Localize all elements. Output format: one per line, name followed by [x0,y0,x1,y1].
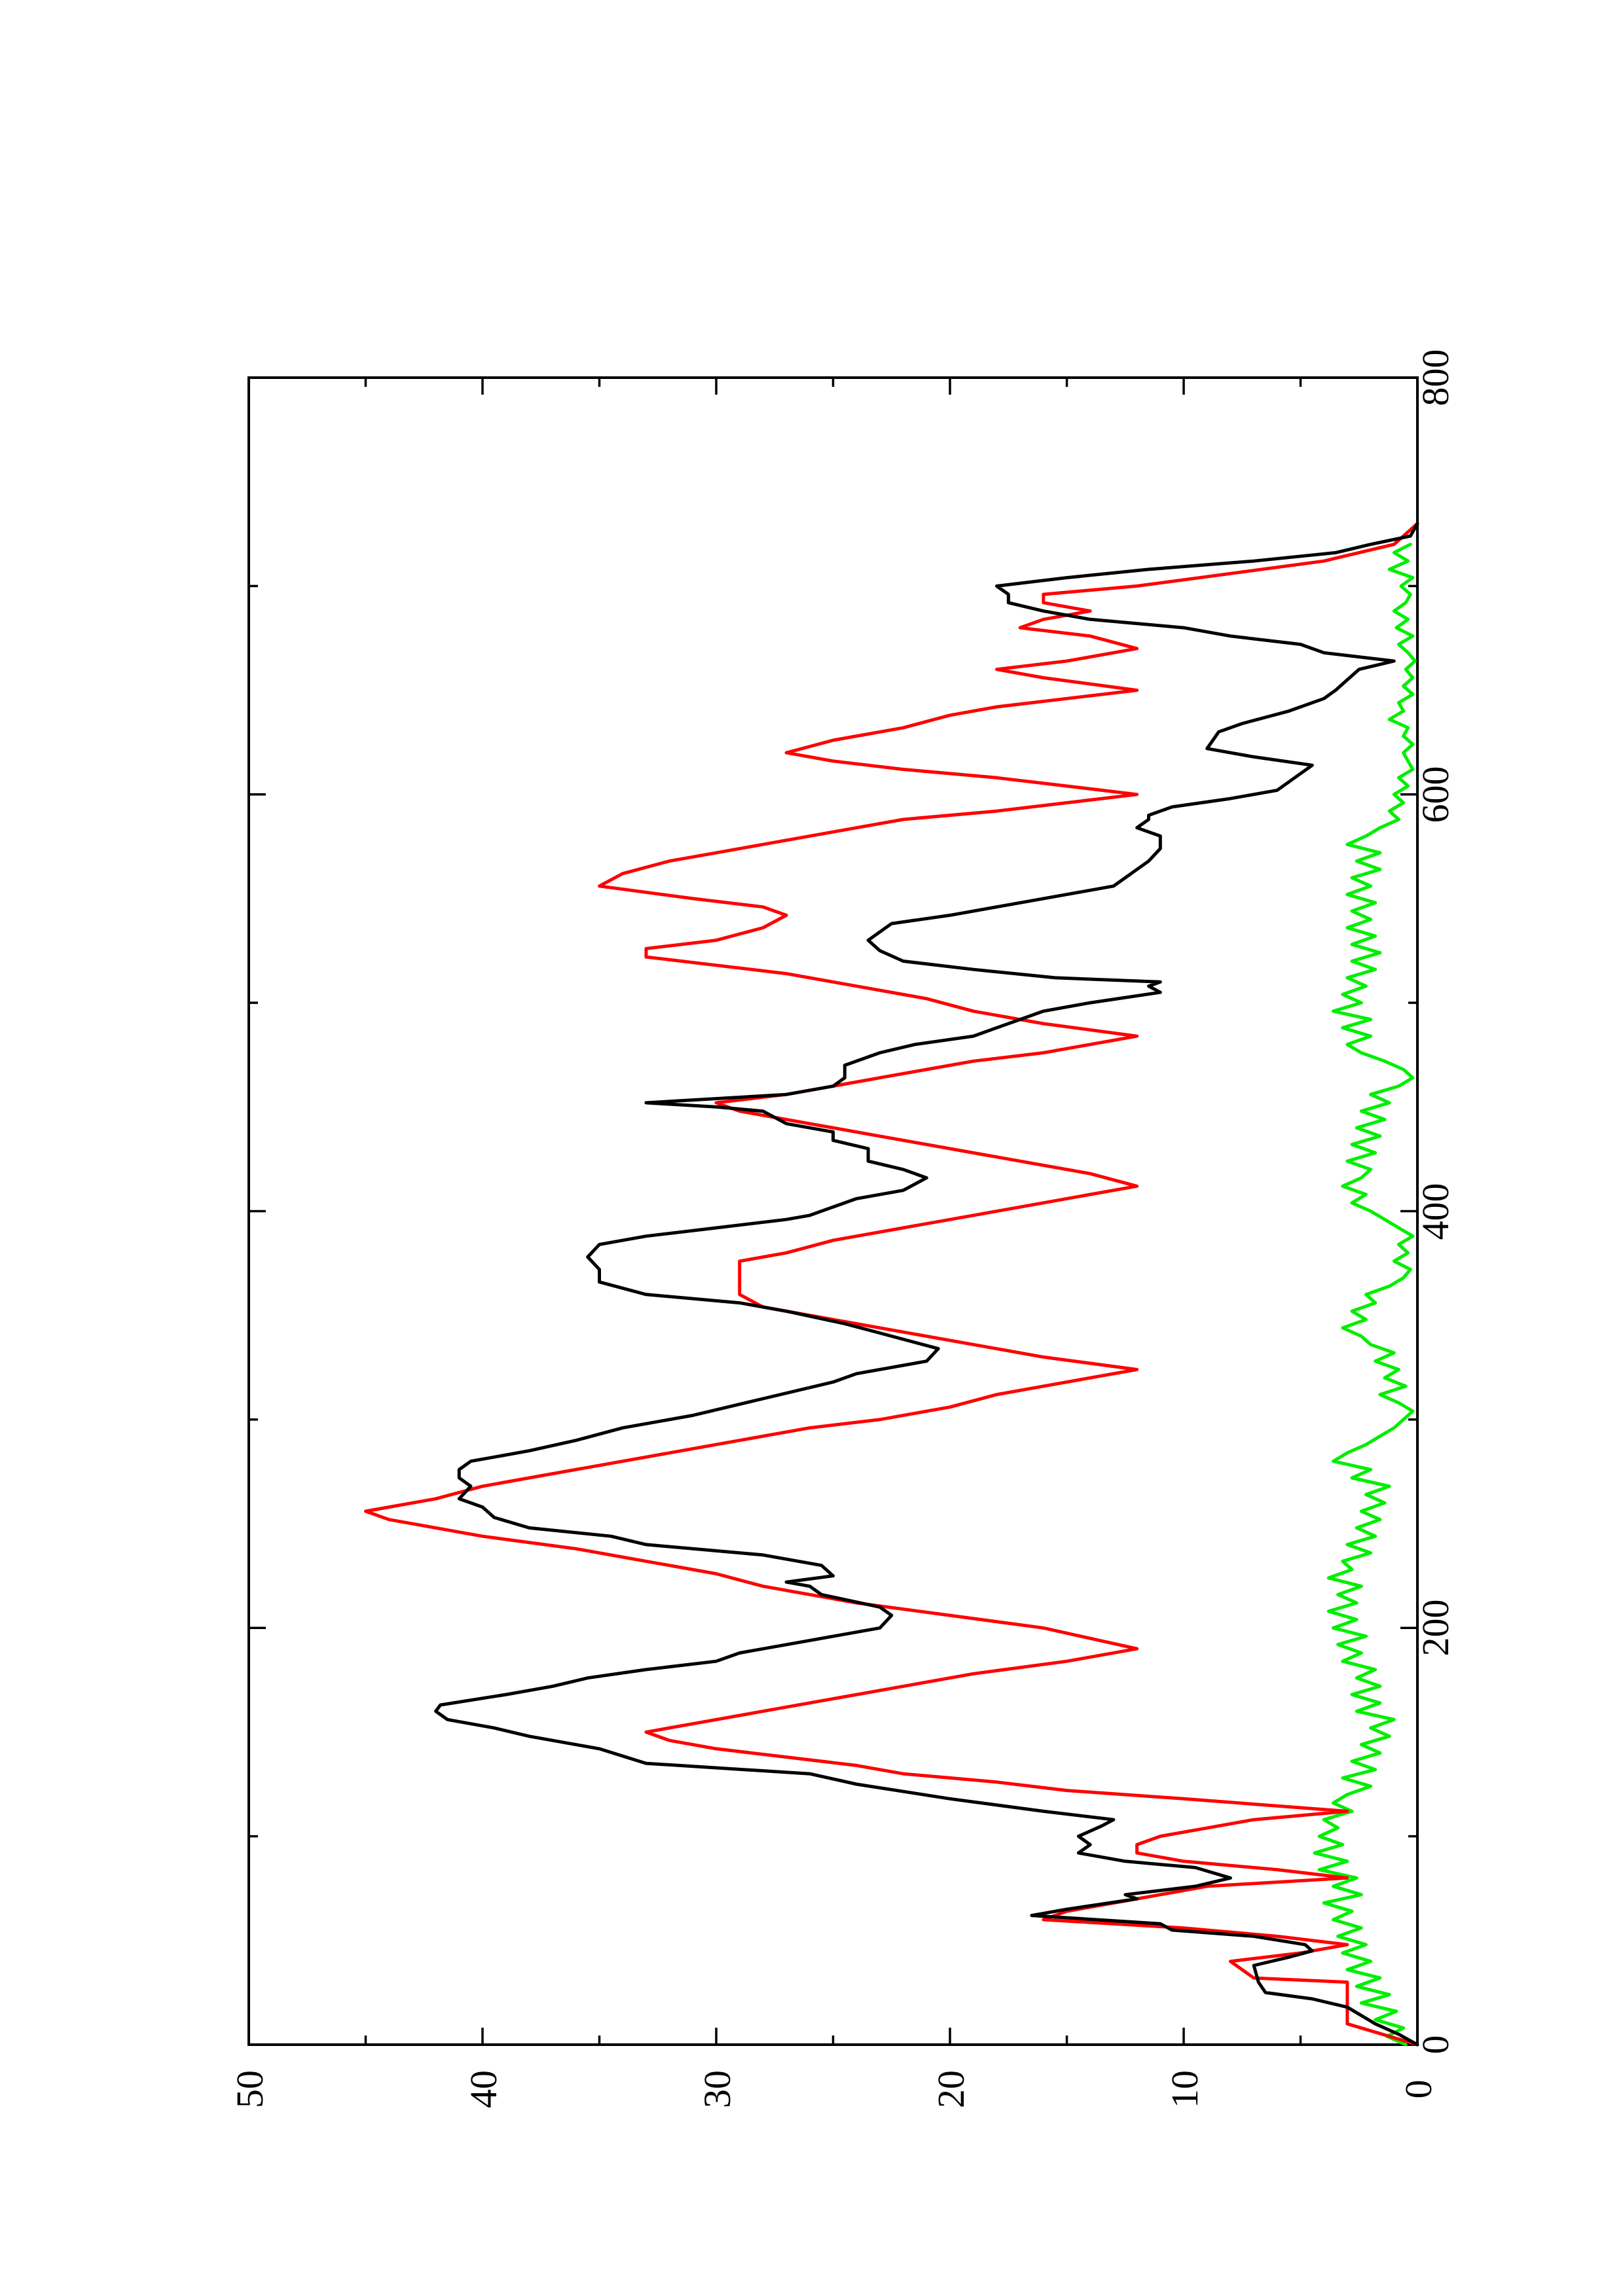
x-tick-labels: 0 200 400 600 800 [1414,350,1457,2054]
plot-frame [247,376,1419,2046]
y-tick-label: 10 [1163,2070,1206,2108]
y-tick-label: 40 [462,2070,505,2108]
series-line-0 [434,522,1419,2047]
x-tick-label: 800 [1414,350,1457,406]
x-tick-label: 600 [1414,766,1457,823]
series-line-1 [364,522,1419,2047]
series-layer [364,522,1419,2047]
x-tick-label: 200 [1414,1600,1457,1657]
x-tick-label: 400 [1414,1183,1457,1240]
x-tick-label: 0 [1414,2036,1457,2054]
series-line-2 [1313,543,1417,2047]
y-tick-labels: 0 10 20 30 40 50 [228,2070,1440,2108]
y-tick-label: 50 [228,2070,271,2108]
axis-ticks [247,376,1419,2046]
y-tick-label: 30 [696,2070,739,2108]
y-tick-label: 0 [1397,2080,1440,2099]
y-tick-label: 20 [930,2070,972,2108]
